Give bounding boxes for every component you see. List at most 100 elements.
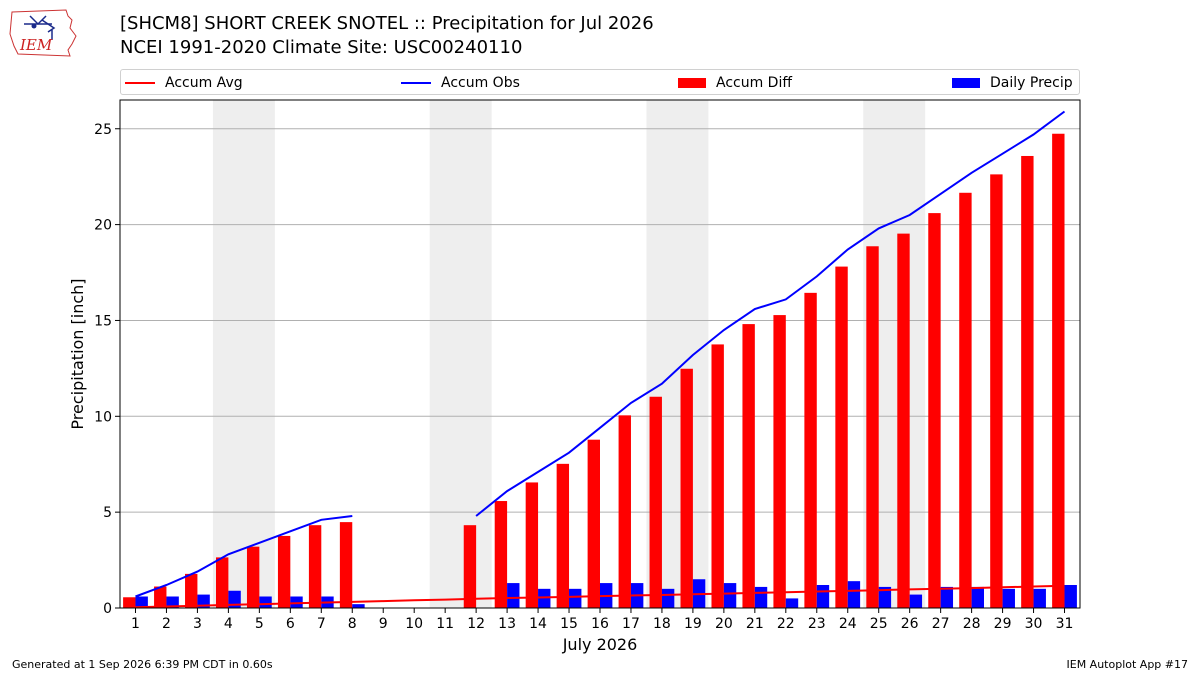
x-tick-label-9: 9 <box>379 616 388 632</box>
x-tick-label-14: 14 <box>529 616 547 632</box>
x-tick-label-8: 8 <box>348 616 357 632</box>
accum-obs-line-segment-1 <box>135 515 353 598</box>
daily-precip-bar-29 <box>1002 588 1015 608</box>
daily-precip-bar-2 <box>166 596 179 608</box>
accum-diff-bar-15 <box>556 463 570 608</box>
x-tick-label-10: 10 <box>405 616 423 632</box>
daily-precip-bar-20 <box>723 583 737 608</box>
weekend-shade-2 <box>429 100 492 608</box>
accum-diff-bar-3 <box>185 573 198 608</box>
accum-diff-bar-13 <box>494 501 508 608</box>
daily-precip-bar-28 <box>971 586 984 608</box>
accum-diff-bar-26 <box>897 233 910 608</box>
chart-title: [SHCM8] SHORT CREEK SNOTEL :: Precipitat… <box>120 12 654 60</box>
accum-diff-bar-27 <box>928 213 941 609</box>
iem-logo-graphic: IEM <box>9 9 77 57</box>
accum-diff-bar-25 <box>866 246 879 608</box>
accum-diff-bar-16 <box>587 439 600 608</box>
daily-precip-bar-26 <box>909 594 923 608</box>
y-axis-label: Precipitation [inch] <box>68 278 87 429</box>
accum-diff-bar-21 <box>742 324 755 608</box>
x-tick-label-3: 3 <box>193 616 202 632</box>
x-tick-label-24: 24 <box>839 616 857 632</box>
x-tick-label-11: 11 <box>436 616 454 632</box>
x-tick-label-7: 7 <box>317 616 326 632</box>
accum-diff-bar-4 <box>216 557 229 608</box>
x-tick-label-20: 20 <box>715 616 733 632</box>
x-tick-label-18: 18 <box>653 616 671 632</box>
legend-swatch-daily-precip <box>952 78 980 88</box>
accum-diff-bar-8 <box>339 522 353 608</box>
x-tick-label-4: 4 <box>224 616 233 632</box>
accum-diff-bar-2 <box>154 586 167 608</box>
x-tick-label-17: 17 <box>622 616 640 632</box>
x-axis-label: July 2026 <box>562 635 638 654</box>
x-tick-label-2: 2 <box>162 616 171 632</box>
accum-diff-bar-31 <box>1052 133 1065 608</box>
y-tick-label-20: 20 <box>94 218 112 234</box>
daily-precip-bar-13 <box>507 583 520 608</box>
x-tick-label-19: 19 <box>684 616 702 632</box>
legend-label-daily-precip: Daily Precip <box>990 75 1073 91</box>
daily-precip-bar-30 <box>1033 588 1046 608</box>
daily-precip-bar-27 <box>940 586 954 608</box>
accum-diff-bar-24 <box>835 266 848 608</box>
y-tick-label-0: 0 <box>103 601 112 617</box>
legend-item-accum-diff: Accum Diff <box>678 73 792 93</box>
x-tick-label-28: 28 <box>963 616 981 632</box>
x-tick-label-25: 25 <box>870 616 888 632</box>
daily-precip-bar-14 <box>538 588 551 608</box>
accum-diff-bar-7 <box>308 525 322 608</box>
accum-diff-bar-29 <box>990 174 1003 609</box>
x-tick-label-23: 23 <box>808 616 826 632</box>
accum-obs-line-segment-2 <box>475 110 1066 517</box>
x-tick-label-5: 5 <box>255 616 264 632</box>
chart-title-line1: [SHCM8] SHORT CREEK SNOTEL :: Precipitat… <box>120 13 654 34</box>
legend-label-accum-obs: Accum Obs <box>441 75 520 91</box>
accum-diff-bar-6 <box>277 535 291 608</box>
daily-precip-bar-31 <box>1064 584 1077 608</box>
legend-label-accum-diff: Accum Diff <box>716 75 793 91</box>
y-tick-label-5: 5 <box>103 505 112 521</box>
svg-text:IEM: IEM <box>19 36 53 54</box>
daily-precip-bar-18 <box>661 588 675 608</box>
accum-diff-bar-22 <box>773 315 786 608</box>
daily-precip-bar-4 <box>228 590 241 608</box>
x-tick-label-13: 13 <box>498 616 516 632</box>
x-tick-label-30: 30 <box>1025 616 1043 632</box>
x-tick-label-12: 12 <box>467 616 485 632</box>
y-tick-label-10: 10 <box>94 409 112 425</box>
legend-item-accum-avg: Accum Avg <box>125 73 243 93</box>
x-tick-label-27: 27 <box>932 616 950 632</box>
app-credit: IEM Autoplot App #17 <box>1066 658 1189 671</box>
accum-diff-bar-18 <box>649 396 662 608</box>
y-tick-label-15: 15 <box>94 313 112 329</box>
x-tick-label-22: 22 <box>777 616 795 632</box>
x-tick-label-29: 29 <box>994 616 1012 632</box>
chart-legend: Accum Avg Accum Obs Accum Diff Daily Pre… <box>120 69 1080 95</box>
accum-diff-bar-12 <box>463 525 477 608</box>
chart-title-line2: NCEI 1991-2020 Climate Site: USC00240110 <box>120 37 523 58</box>
accum-diff-bar-17 <box>618 415 631 608</box>
x-tick-label-6: 6 <box>286 616 295 632</box>
x-tick-label-16: 16 <box>591 616 609 632</box>
x-tick-label-26: 26 <box>901 616 919 632</box>
accum-diff-bar-20 <box>711 344 724 608</box>
accum-diff-bar-23 <box>804 292 817 608</box>
daily-precip-bar-21 <box>754 586 768 608</box>
y-tick-label-25: 25 <box>94 122 112 138</box>
legend-item-daily-precip: Daily Precip <box>952 73 1073 93</box>
legend-label-accum-avg: Accum Avg <box>165 75 243 91</box>
legend-item-accum-obs: Accum Obs <box>401 73 520 93</box>
daily-precip-bar-22 <box>785 598 799 608</box>
daily-precip-bar-24 <box>847 581 861 608</box>
daily-precip-bar-1 <box>135 596 148 608</box>
accum-avg-line-segment-1 <box>135 584 1065 609</box>
legend-swatch-accum-diff <box>678 78 706 88</box>
generated-timestamp: Generated at 1 Sep 2026 6:39 PM CDT in 0… <box>12 658 273 671</box>
x-tick-label-31: 31 <box>1056 616 1074 632</box>
x-tick-label-1: 1 <box>131 616 140 632</box>
daily-precip-bar-25 <box>878 586 892 608</box>
daily-precip-bar-5 <box>259 596 272 608</box>
